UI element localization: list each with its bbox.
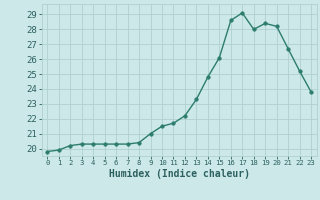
X-axis label: Humidex (Indice chaleur): Humidex (Indice chaleur) [109, 169, 250, 179]
